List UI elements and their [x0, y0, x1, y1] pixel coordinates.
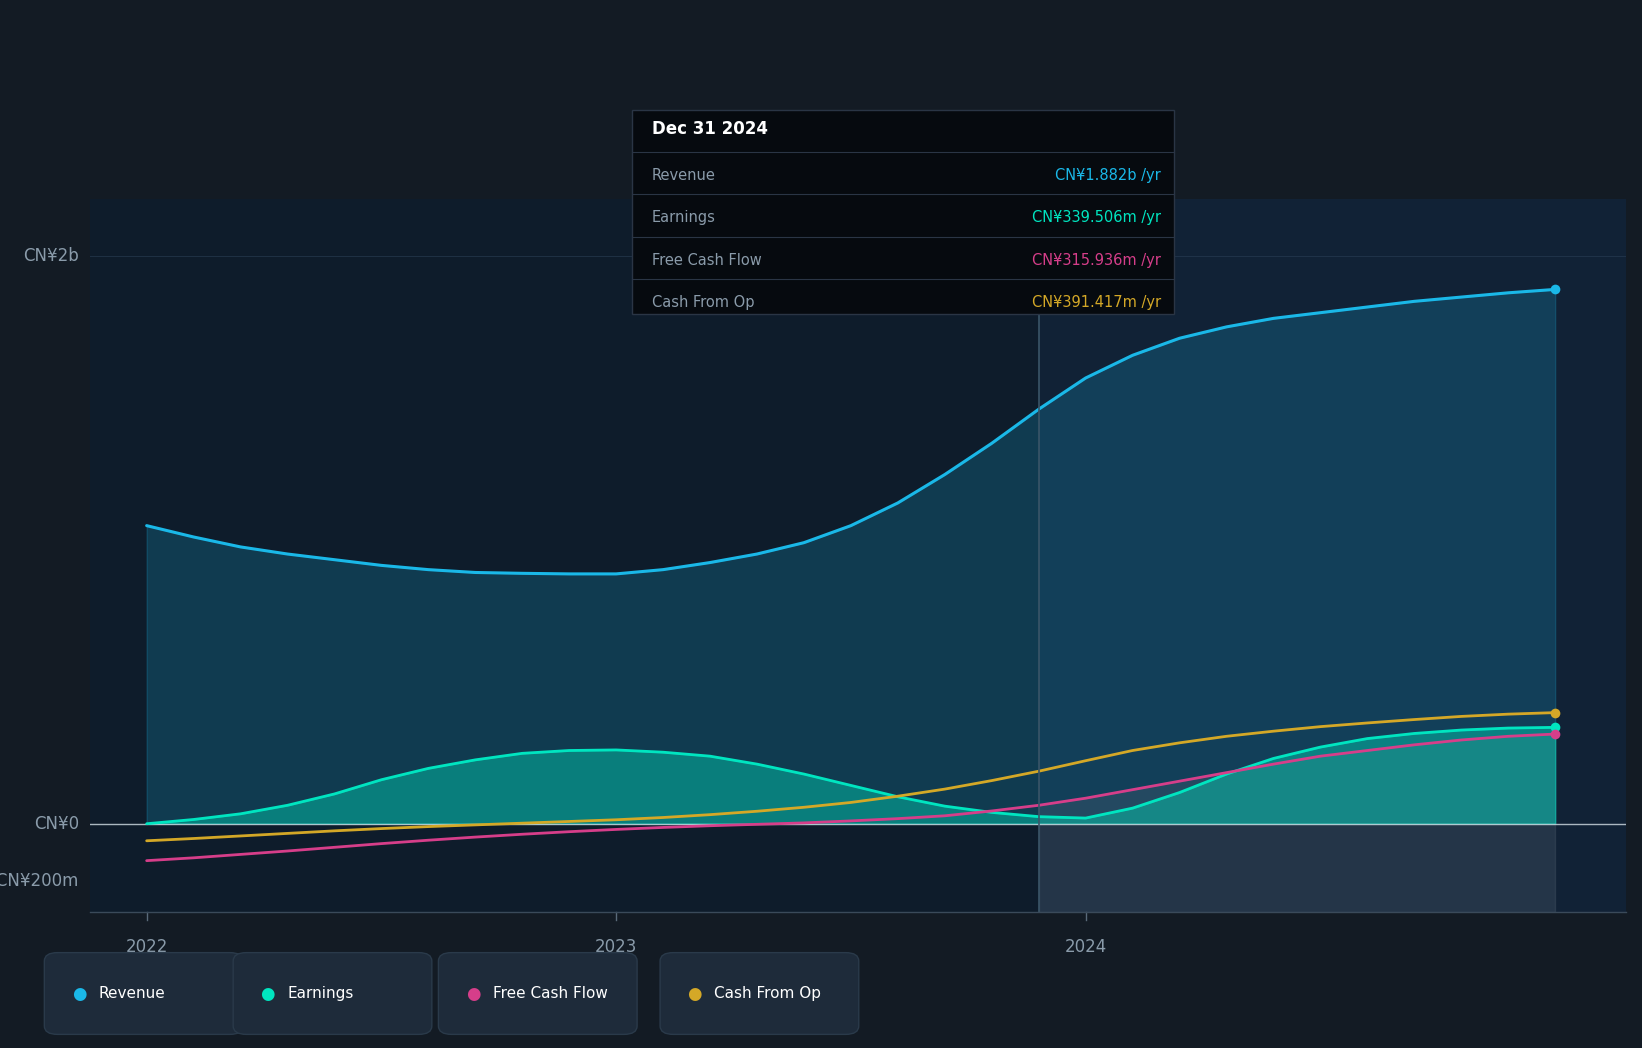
Text: CN¥2b: CN¥2b — [23, 247, 79, 265]
Text: Earnings: Earnings — [287, 986, 353, 1001]
Text: Earnings: Earnings — [652, 211, 716, 225]
Text: CN¥1.882b /yr: CN¥1.882b /yr — [1056, 168, 1161, 182]
Text: ●: ● — [466, 984, 479, 1003]
Text: Free Cash Flow: Free Cash Flow — [652, 253, 762, 267]
Text: CN¥339.506m /yr: CN¥339.506m /yr — [1031, 211, 1161, 225]
Text: Revenue: Revenue — [652, 168, 716, 182]
Text: 2024: 2024 — [1064, 938, 1107, 956]
Text: Cash From Op: Cash From Op — [652, 296, 754, 310]
Text: Revenue: Revenue — [99, 986, 166, 1001]
Text: ●: ● — [72, 984, 85, 1003]
Text: 2023: 2023 — [594, 938, 637, 956]
Bar — [1039, 199, 1626, 912]
Text: CN¥391.417m /yr: CN¥391.417m /yr — [1031, 296, 1161, 310]
Text: -CN¥200m: -CN¥200m — [0, 872, 79, 890]
Text: Dec 31 2024: Dec 31 2024 — [652, 119, 768, 138]
Text: ●: ● — [688, 984, 701, 1003]
Text: ●: ● — [261, 984, 274, 1003]
Text: ›: › — [1043, 222, 1051, 240]
Text: Free Cash Flow: Free Cash Flow — [493, 986, 608, 1001]
Text: Cash From Op: Cash From Op — [714, 986, 821, 1001]
Text: CN¥0: CN¥0 — [34, 814, 79, 833]
Text: Past: Past — [984, 222, 1015, 237]
Text: CN¥315.936m /yr: CN¥315.936m /yr — [1033, 253, 1161, 267]
Text: 2022: 2022 — [125, 938, 167, 956]
